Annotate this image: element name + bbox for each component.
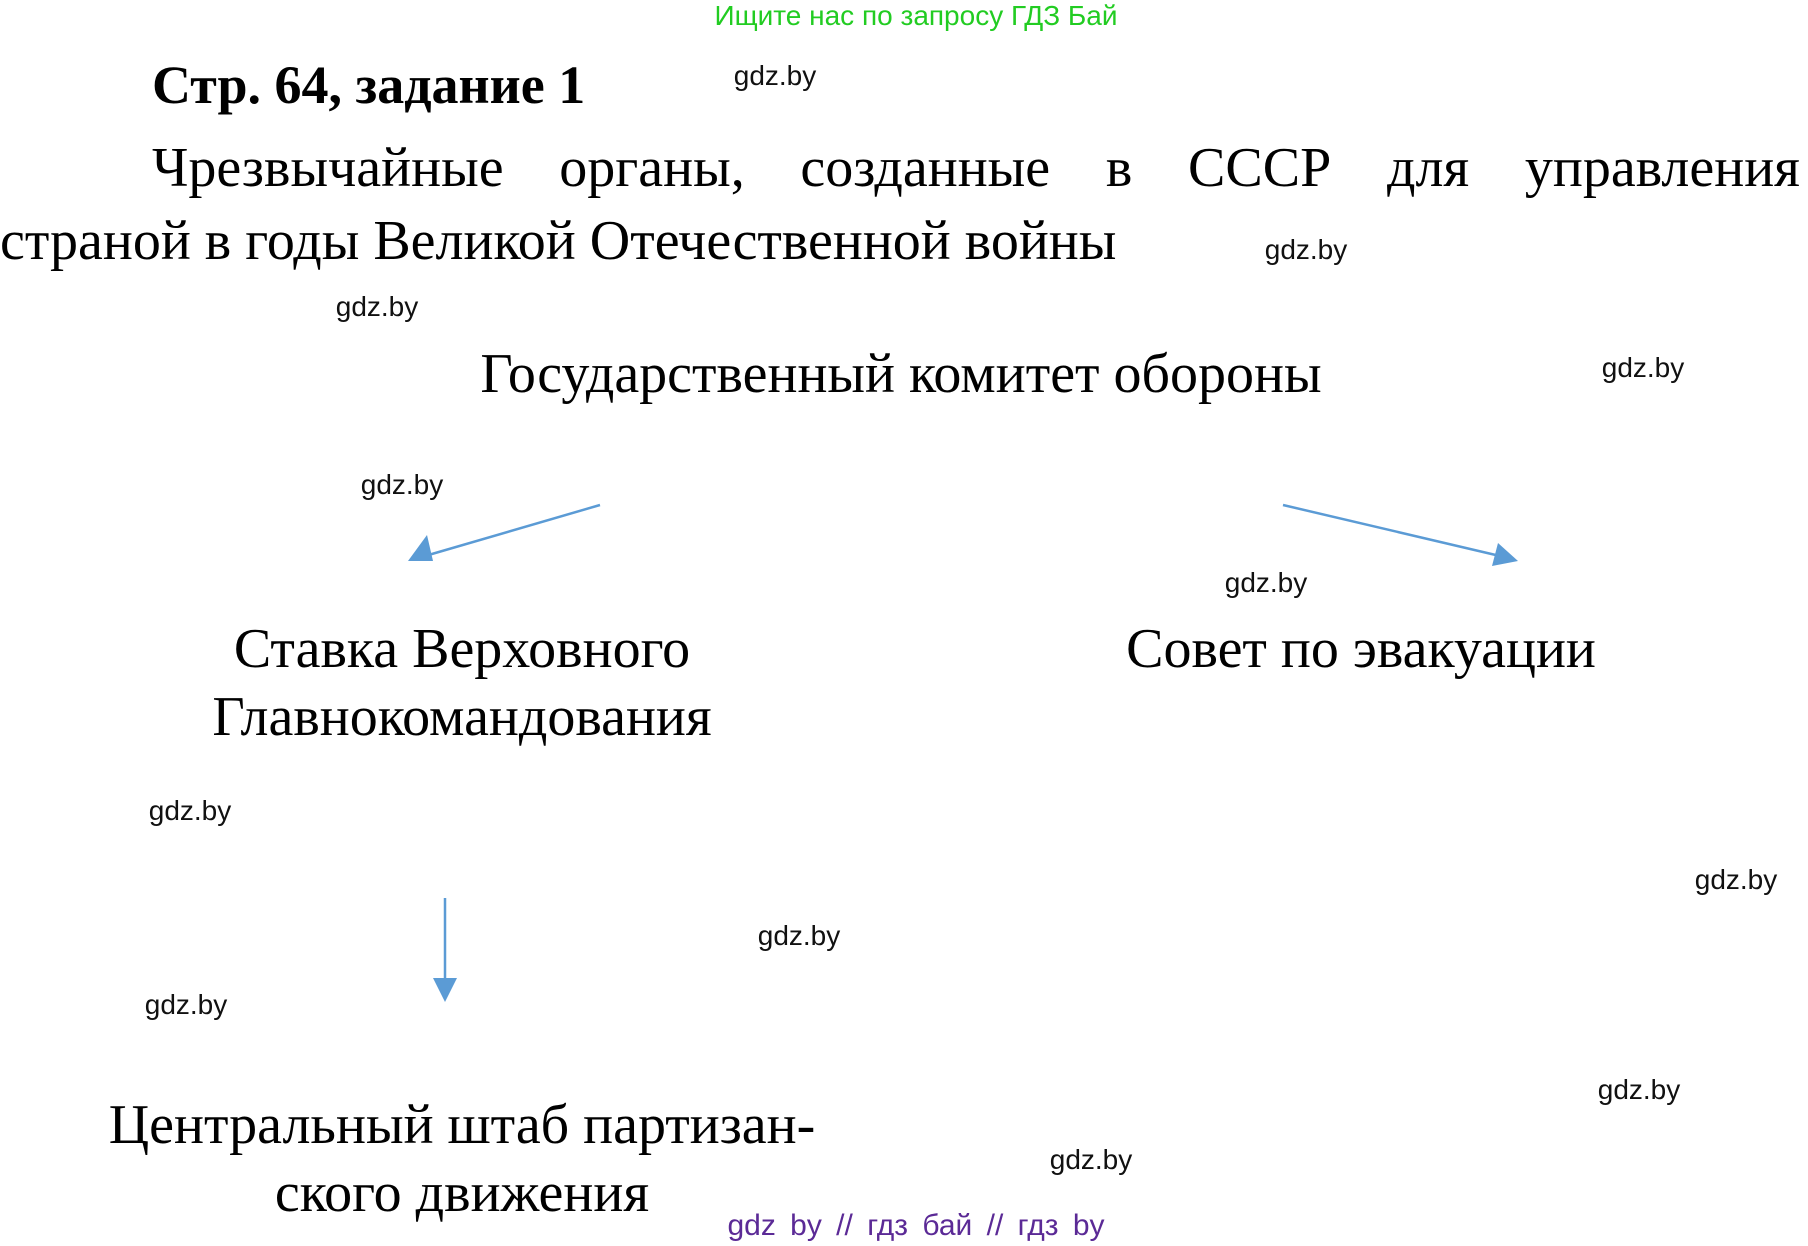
node-stavka: Ставка Верховного Главнокомандования bbox=[212, 615, 711, 751]
watermark: gdz.by bbox=[360, 469, 444, 500]
watermark: gdz.by bbox=[733, 60, 817, 91]
question-word: СССР bbox=[1188, 137, 1332, 199]
watermark: gdz.by bbox=[1264, 234, 1348, 265]
node-stavka-line-2: Главнокомандования bbox=[212, 686, 712, 748]
watermark: gdz.by bbox=[148, 795, 232, 826]
node-partisan-hq-line-1: Центральный штаб партизан- bbox=[108, 1094, 816, 1156]
question-word: в bbox=[1105, 137, 1133, 199]
question-line-2: страной в годы Великой Отечественной вой… bbox=[0, 210, 1117, 272]
watermark: gdz.by bbox=[1694, 864, 1778, 895]
question-line-1: Чрезвычайные органы, созданные в СССР дл… bbox=[0, 132, 1800, 205]
watermark: gdz.by bbox=[335, 291, 419, 322]
question-word: органы, bbox=[559, 137, 745, 199]
watermark: gdz.by bbox=[1597, 1074, 1681, 1105]
node-partisan-hq-line-2: ского движения bbox=[274, 1162, 650, 1224]
node-stavka-line-1: Ставка Верховного bbox=[233, 618, 691, 680]
question-word: Чрезвычайные bbox=[152, 137, 504, 199]
question-word: управления bbox=[1524, 137, 1800, 199]
arrow-stavka-to-partisan-hq bbox=[433, 898, 457, 1002]
question-word: для bbox=[1386, 137, 1470, 199]
arrow-root-to-evacuation bbox=[1282, 503, 1518, 566]
watermark: gdz.by bbox=[1601, 352, 1685, 383]
node-state-defense-committee: Государственный комитет обороны bbox=[480, 343, 1322, 405]
page-title: Стр. 64, задание 1 bbox=[152, 55, 586, 115]
watermark: gdz.by bbox=[144, 989, 228, 1020]
watermark: gdz.by bbox=[1224, 567, 1308, 598]
footer-watermark: gdz by // гдз бай // гдз by bbox=[727, 1209, 1105, 1242]
search-hint-banner: Ищите нас по запросу ГДЗ Бай bbox=[714, 0, 1118, 31]
node-evacuation-council: Совет по эвакуации bbox=[1126, 618, 1596, 680]
watermark: gdz.by bbox=[1049, 1144, 1133, 1175]
watermark: gdz.by bbox=[757, 920, 841, 951]
question-text: Чрезвычайные органы, созданные в СССР дл… bbox=[0, 132, 1800, 278]
question-word: созданные bbox=[800, 137, 1051, 199]
node-partisan-hq: Центральный штаб партизан- ского движени… bbox=[109, 1091, 816, 1227]
arrow-root-to-stavka bbox=[408, 503, 601, 561]
